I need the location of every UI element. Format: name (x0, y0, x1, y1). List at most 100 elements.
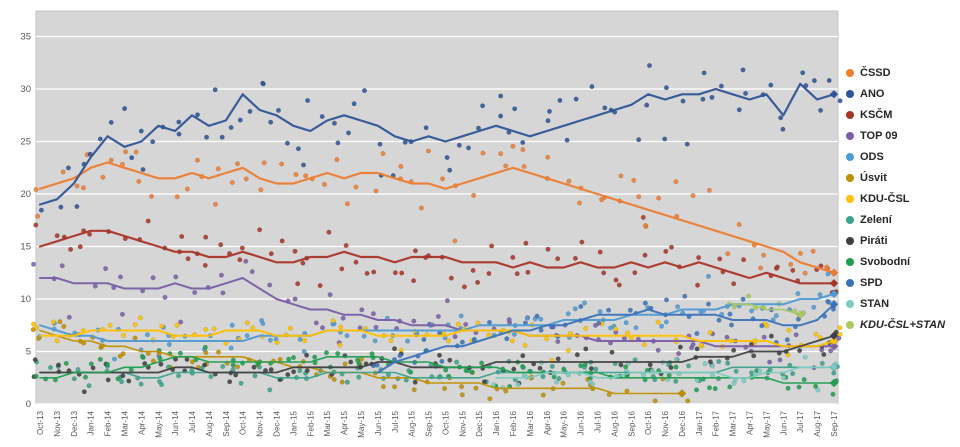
poll-dot (353, 259, 359, 265)
poll-dot (259, 318, 265, 324)
poll-dot (313, 320, 319, 326)
poll-dot (736, 107, 742, 113)
end-marker-1 (829, 90, 839, 99)
poll-dot (405, 338, 411, 344)
poll-dot (176, 131, 182, 137)
poll-dot (344, 333, 350, 339)
poll-dot (447, 167, 453, 173)
x-tick-label: Sep-16 (627, 410, 636, 436)
poll-dot (749, 308, 755, 314)
poll-dot (377, 141, 383, 147)
poll-dot (108, 157, 114, 163)
legend-label-8: Piráti (860, 234, 888, 247)
poll-dot (515, 381, 521, 387)
poll-dot (655, 347, 661, 353)
poll-dot (362, 88, 368, 94)
x-tick-label: Aug-17 (813, 410, 822, 436)
poll-dot (774, 264, 780, 270)
poll-dot (740, 296, 746, 302)
poll-dot (295, 146, 301, 152)
legend-dot-9 (846, 257, 854, 266)
poll-dot (120, 332, 126, 338)
poll-dot (694, 387, 700, 393)
poll-dot (819, 360, 825, 366)
poll-dot (75, 367, 81, 373)
x-tick-label: Nov-15 (458, 410, 467, 436)
x-tick-label: Mar-16 (526, 410, 535, 436)
poll-dot (574, 352, 580, 358)
poll-dot (702, 361, 708, 367)
poll-dot (741, 257, 747, 263)
poll-dot (589, 84, 595, 90)
poll-dot (757, 368, 763, 374)
x-tick-label: May-17 (762, 410, 771, 437)
legend-label-4: ODS (860, 150, 884, 163)
poll-dot (166, 342, 172, 348)
poll-dot (459, 392, 465, 398)
poll-dot (466, 145, 472, 151)
x-tick-label: Dec-14 (273, 410, 282, 436)
poll-dot (479, 360, 485, 366)
legend-dot-7 (846, 215, 854, 224)
poll-dot (709, 363, 715, 369)
poll-dot (565, 311, 571, 317)
poll-dot (268, 119, 274, 125)
poll-dot (397, 353, 403, 359)
poll-dot (335, 140, 341, 146)
legend-label-5: Úsvit (860, 171, 887, 184)
poll-dot (694, 331, 700, 337)
poll-dot (743, 90, 749, 96)
poll-dot (126, 378, 132, 384)
poll-dot (470, 267, 476, 273)
poll-dot (58, 204, 64, 210)
poll-dot (33, 373, 39, 379)
poll-dot (279, 238, 285, 244)
poll-dot (675, 304, 681, 310)
poll-dot (250, 325, 256, 331)
poll-dot (148, 193, 154, 199)
x-tick-label: Nov-13 (53, 410, 62, 436)
poll-dot (498, 151, 504, 157)
legend-item-5: Úsvit (846, 171, 945, 184)
poll-dot (609, 349, 615, 355)
poll-dot (473, 385, 479, 391)
poll-dot (81, 389, 87, 395)
poll-dots-11 (491, 354, 839, 393)
poll-dot (388, 338, 394, 344)
poll-dot (304, 352, 310, 358)
poll-dot (655, 319, 661, 325)
x-tick-label: Feb-14 (104, 410, 113, 436)
trend-line-12 (731, 303, 801, 316)
poll-dot (243, 176, 249, 182)
legend-dot-0 (846, 68, 854, 77)
poll-dot (656, 195, 662, 201)
poll-dot (582, 300, 588, 306)
poll-dot (348, 359, 354, 365)
x-tick-label: Jun-17 (779, 410, 788, 435)
poll-dot (712, 386, 718, 392)
x-tick-label: Mar-14 (120, 410, 129, 436)
poll-dot (234, 364, 240, 370)
poll-dot (150, 275, 156, 281)
legend-label-6: KDU-ČSL (860, 192, 910, 205)
poll-dot (674, 356, 680, 362)
poll-dot (203, 234, 209, 240)
y-tick-label: 30 (20, 84, 31, 95)
x-tick-label: May-16 (560, 410, 569, 437)
poll-dot (682, 293, 688, 299)
poll-dot (373, 188, 379, 194)
poll-dot (613, 277, 619, 283)
poll-dot (411, 387, 417, 393)
poll-dot (773, 313, 779, 319)
poll-dot (540, 392, 546, 398)
end-marker-9 (829, 378, 839, 388)
poll-dot (706, 301, 712, 307)
poll-dot (456, 142, 462, 148)
y-tick-label: 35 (20, 32, 31, 43)
poll-dot (215, 166, 221, 172)
poll-dot (780, 126, 786, 132)
poll-dot (100, 174, 106, 180)
poll-dot (277, 356, 283, 362)
